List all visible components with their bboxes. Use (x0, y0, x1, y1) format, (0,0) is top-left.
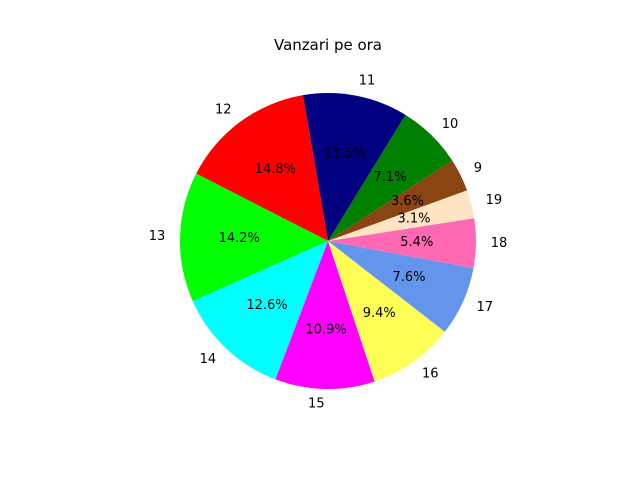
pie-slice-18 (328, 218, 476, 269)
slice-category-label-9: 9 (474, 161, 482, 176)
pie-slice-16 (328, 241, 445, 382)
slice-category-label-10: 10 (442, 117, 459, 132)
pie-slice-19 (328, 190, 475, 241)
slice-category-label-12: 12 (215, 102, 232, 117)
pie-slice-10 (328, 114, 453, 241)
slice-category-label-14: 14 (200, 352, 217, 367)
slice-percent-label-10: 7.1% (374, 170, 407, 185)
pie-slice-11 (302, 93, 406, 241)
pie-slices (179, 93, 476, 389)
slice-category-label-11: 11 (359, 74, 376, 89)
slice-percent-label-15: 10.9% (305, 322, 346, 337)
slice-percent-label-12: 14.8% (255, 162, 296, 177)
chart-title: Vanzari pe ora (274, 36, 382, 54)
slice-percent-label-16: 9.4% (363, 306, 396, 321)
slice-percent-label-11: 11.5% (324, 146, 365, 161)
slice-category-label-16: 16 (422, 366, 439, 381)
slice-category-label-18: 18 (491, 236, 508, 251)
slice-category-label-15: 15 (308, 396, 325, 411)
slice-percent-label-18: 5.4% (400, 235, 433, 250)
slice-percent-label-13: 14.2% (219, 231, 260, 246)
pie-labels: 3.6% 9 7.1% 10 11.5% 11 14.8% 12 14.2% 13 12.6% 14 1… (149, 74, 508, 412)
pie-slice-15 (275, 241, 375, 389)
slice-category-label-17: 17 (477, 300, 494, 315)
slice-category-label-13: 13 (149, 229, 166, 244)
slice-percent-label-17: 7.6% (392, 270, 425, 285)
pie-slice-9 (328, 160, 468, 241)
pie-slice-17 (328, 241, 474, 332)
pie-slice-12 (196, 95, 328, 241)
pie-slice-13 (179, 173, 328, 302)
slice-percent-label-19: 3.1% (397, 211, 430, 226)
pie-slice-14 (192, 241, 328, 380)
slice-percent-label-14: 12.6% (246, 298, 287, 313)
slice-percent-label-9: 3.6% (391, 194, 424, 209)
slice-category-label-19: 19 (486, 193, 503, 208)
